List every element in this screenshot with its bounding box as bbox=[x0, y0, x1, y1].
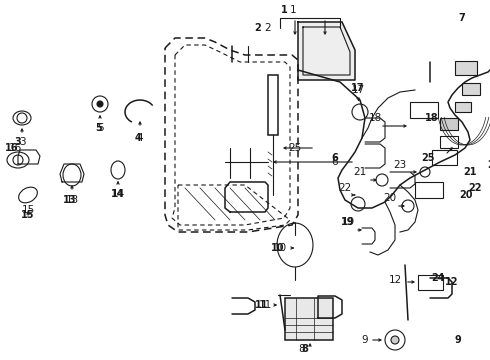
Bar bbox=[410, 102, 438, 118]
Bar bbox=[432, 150, 457, 165]
Text: 18: 18 bbox=[425, 113, 439, 123]
Text: 9: 9 bbox=[455, 335, 462, 345]
Text: 16: 16 bbox=[8, 143, 22, 153]
Text: 4: 4 bbox=[137, 133, 143, 143]
Text: 8: 8 bbox=[301, 344, 308, 354]
Text: 11: 11 bbox=[255, 300, 269, 310]
Bar bbox=[455, 61, 477, 75]
Text: 6: 6 bbox=[332, 157, 338, 167]
Bar bbox=[440, 118, 458, 130]
Text: 12: 12 bbox=[445, 277, 459, 287]
Bar bbox=[415, 182, 443, 198]
Text: 7: 7 bbox=[459, 13, 466, 23]
Text: 25: 25 bbox=[289, 143, 302, 153]
Circle shape bbox=[97, 101, 103, 107]
Text: 8: 8 bbox=[299, 344, 305, 354]
Text: 20: 20 bbox=[459, 190, 473, 200]
Text: 23: 23 bbox=[487, 160, 490, 170]
Bar bbox=[455, 102, 471, 112]
Text: 16: 16 bbox=[5, 143, 19, 153]
Text: 10: 10 bbox=[271, 243, 285, 253]
Text: 1: 1 bbox=[290, 5, 296, 15]
Circle shape bbox=[391, 336, 399, 344]
Text: 4: 4 bbox=[135, 133, 142, 143]
Text: 23: 23 bbox=[393, 160, 407, 170]
Bar bbox=[285, 298, 333, 340]
Text: 9: 9 bbox=[362, 335, 368, 345]
Bar bbox=[268, 75, 278, 135]
Text: 20: 20 bbox=[384, 193, 396, 203]
Text: 17: 17 bbox=[351, 83, 365, 93]
Text: 19: 19 bbox=[342, 217, 355, 227]
Text: 13: 13 bbox=[63, 195, 77, 205]
Text: 12: 12 bbox=[389, 275, 402, 285]
Text: 22: 22 bbox=[339, 183, 352, 193]
Text: 25: 25 bbox=[421, 153, 435, 163]
Text: 15: 15 bbox=[22, 205, 35, 215]
Text: 5: 5 bbox=[96, 123, 102, 133]
Text: 22: 22 bbox=[468, 183, 482, 193]
Text: 13: 13 bbox=[65, 195, 78, 205]
Text: 1: 1 bbox=[281, 5, 287, 15]
Text: 24: 24 bbox=[431, 273, 445, 283]
Polygon shape bbox=[298, 22, 355, 80]
Text: 21: 21 bbox=[353, 167, 367, 177]
Text: 15: 15 bbox=[21, 210, 35, 220]
Text: 2: 2 bbox=[265, 23, 271, 33]
Text: 19: 19 bbox=[341, 217, 355, 227]
Text: 21: 21 bbox=[463, 167, 477, 177]
Text: 3: 3 bbox=[19, 137, 25, 147]
Bar bbox=[462, 83, 480, 95]
Text: 2: 2 bbox=[255, 23, 261, 33]
Text: 18: 18 bbox=[368, 113, 382, 123]
Text: 17: 17 bbox=[351, 85, 365, 95]
Bar bbox=[418, 275, 443, 290]
Text: 3: 3 bbox=[15, 137, 22, 147]
Text: 14: 14 bbox=[111, 189, 125, 199]
Text: 5: 5 bbox=[97, 123, 103, 133]
Text: 14: 14 bbox=[111, 189, 124, 199]
Text: 6: 6 bbox=[332, 153, 339, 163]
Text: 11: 11 bbox=[258, 300, 271, 310]
Bar bbox=[440, 136, 458, 148]
Text: 10: 10 bbox=[273, 243, 287, 253]
